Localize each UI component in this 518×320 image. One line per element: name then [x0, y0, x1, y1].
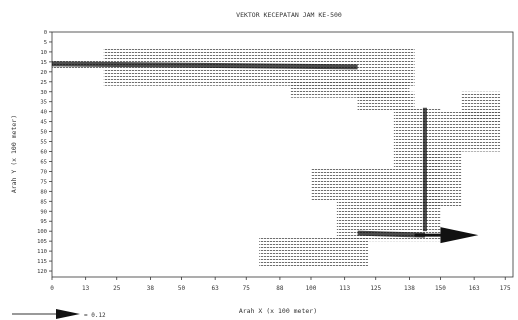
outflow-arrow-head — [440, 227, 479, 244]
y-tick-label: 25 — [40, 80, 47, 86]
x-axis-label: Arah X (x 100 meter) — [239, 307, 317, 315]
y-tick-label: 75 — [40, 179, 47, 185]
y-tick-label: 45 — [40, 120, 47, 126]
x-tick-label: 88 — [276, 285, 284, 292]
flow-line-inflow — [51, 61, 358, 70]
x-tick-label: 175 — [500, 285, 511, 292]
y-tick-label: 0 — [44, 30, 47, 36]
x-axis: 0 13 25 38 50 63 75 88 100 113 125 138 150 163 175 — [50, 277, 511, 292]
x-tick-label: 0 — [50, 285, 54, 292]
vector-region-6 — [461, 91, 501, 122]
flow-line-outflow — [357, 230, 426, 238]
x-tick-label: 75 — [243, 285, 251, 292]
y-tick-label: 110 — [37, 249, 47, 255]
y-tick-label: 115 — [37, 259, 47, 265]
scale-vector-head — [56, 309, 80, 319]
x-tick-label: 50 — [178, 285, 186, 292]
x-tick-label: 13 — [82, 285, 90, 292]
y-tick-label: 20 — [40, 70, 47, 76]
x-tick-label: 113 — [339, 285, 350, 292]
y-tick-label: 100 — [37, 229, 47, 235]
flow-lines — [51, 61, 479, 244]
y-tick-label: 35 — [40, 100, 47, 106]
x-tick-label: 138 — [404, 285, 415, 292]
x-tick-label: 100 — [306, 285, 317, 292]
scale-vector-label: = 0.12 — [84, 312, 106, 319]
vector-region-7 — [422, 151, 462, 208]
y-tick-label: 80 — [40, 189, 47, 195]
x-tick-label: 38 — [147, 285, 155, 292]
y-axis-label: Arah Y (x 100 meter) — [10, 115, 18, 193]
x-tick-label: 63 — [212, 285, 220, 292]
y-tick-label: 55 — [40, 140, 47, 146]
y-tick-label: 40 — [40, 110, 47, 116]
plot-area-frame — [51, 31, 514, 278]
y-tick-label: 15 — [40, 60, 47, 66]
vector-region-3 — [357, 91, 415, 112]
y-tick-label: 65 — [40, 159, 47, 165]
vector-region-8 — [310, 167, 394, 202]
vector-region-10 — [259, 237, 368, 268]
x-tick-label: 125 — [370, 285, 381, 292]
x-tick-label: 25 — [113, 285, 121, 292]
y-tick-label: 10 — [40, 50, 47, 56]
scale-legend: = 0.12 — [12, 309, 106, 319]
x-tick-label: 150 — [435, 285, 446, 292]
y-tick-label: 5 — [44, 40, 47, 46]
x-tick-label: 163 — [469, 285, 480, 292]
y-tick-label: 95 — [40, 219, 47, 225]
y-tick-label: 30 — [40, 90, 47, 96]
y-tick-label: 50 — [40, 130, 47, 136]
y-tick-label: 120 — [37, 269, 47, 275]
y-tick-label: 85 — [40, 199, 47, 205]
y-axis: 0 5 10 15 20 25 30 35 40 45 50 55 60 65 70 75 80 85 90 95 10… — [37, 30, 52, 275]
vector-regions — [52, 47, 501, 268]
y-tick-label: 90 — [40, 209, 47, 215]
y-tick-label: 70 — [40, 169, 47, 175]
chart-title: VEKTOR KECEPATAN JAM KE-500 — [236, 11, 342, 19]
y-tick-label: 60 — [40, 150, 47, 156]
y-tick-label: 105 — [37, 239, 47, 245]
